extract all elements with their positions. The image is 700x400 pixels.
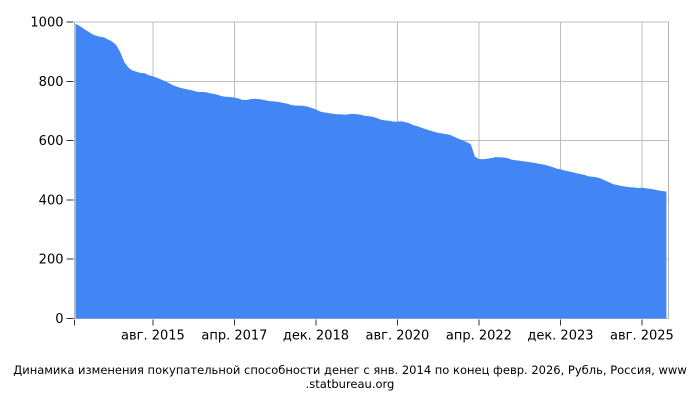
area-series [75, 23, 667, 319]
caption-line-2: .statbureau.org [305, 377, 395, 391]
x-tick-label: авг. 2015 [121, 329, 185, 344]
x-tick-label: дек. 2023 [527, 329, 593, 344]
chart-caption: Динамика изменения покупательной способн… [0, 363, 700, 391]
x-tick-label: авг. 2020 [366, 329, 430, 344]
y-tick-label: 1000 [30, 16, 63, 31]
y-tick-label: 600 [39, 134, 64, 149]
caption-line-1: Динамика изменения покупательной способн… [13, 363, 687, 377]
x-tick-label: апр. 2022 [446, 329, 512, 344]
x-tick-label: авг. 2025 [610, 329, 674, 344]
y-tick-label: 200 [39, 253, 64, 268]
y-tick-label: 0 [55, 312, 63, 327]
y-tick-label: 800 [39, 75, 64, 90]
y-tick-label: 400 [39, 193, 64, 208]
x-tick-label: дек. 2018 [283, 329, 349, 344]
purchasing-power-area-chart: 0 200 400 600 800 1000 авг. 2015 апр. 2017 дек. … [30, 16, 674, 344]
x-tick-label: апр. 2017 [201, 329, 267, 344]
